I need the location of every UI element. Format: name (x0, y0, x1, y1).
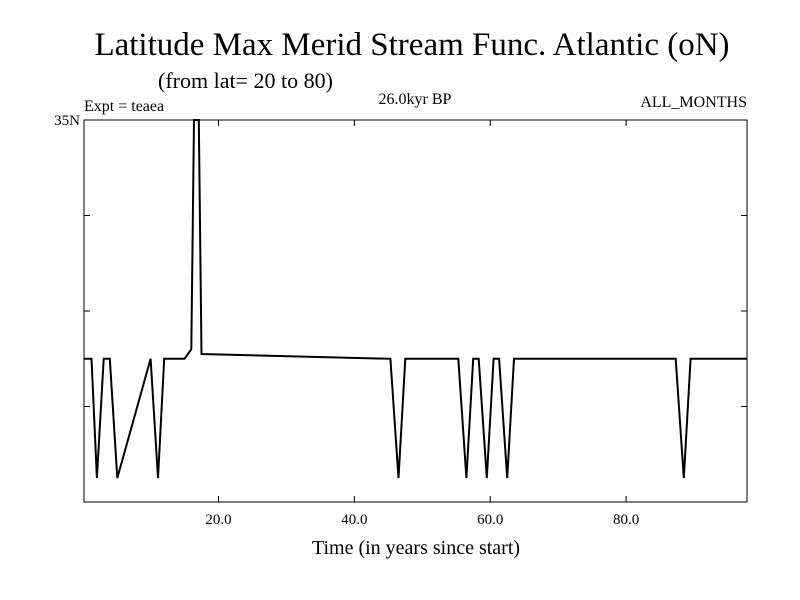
x-tick-label: 60.0 (477, 512, 503, 528)
chart-title: Latitude Max Merid Stream Func. Atlantic… (94, 27, 729, 63)
x-axis-ticks: 20.0 40.0 60.0 80.0 (205, 120, 639, 528)
period-label: 26.0kyr BP (379, 91, 452, 108)
plot-frame (83, 119, 748, 503)
x-tick-label: 20.0 (205, 512, 231, 528)
y-tick-label: 35N (54, 113, 80, 129)
x-axis-label: Time (in years since start) (312, 537, 520, 559)
experiment-label: Expt = teaea (84, 98, 164, 115)
x-tick-label: 80.0 (613, 512, 639, 528)
chart-subtitle: (from lat= 20 to 80) (158, 68, 333, 93)
months-label: ALL_MONTHS (640, 94, 747, 111)
series-line (84, 119, 747, 479)
x-tick-label: 40.0 (341, 512, 367, 528)
y-axis-ticks: 35N (54, 113, 747, 503)
